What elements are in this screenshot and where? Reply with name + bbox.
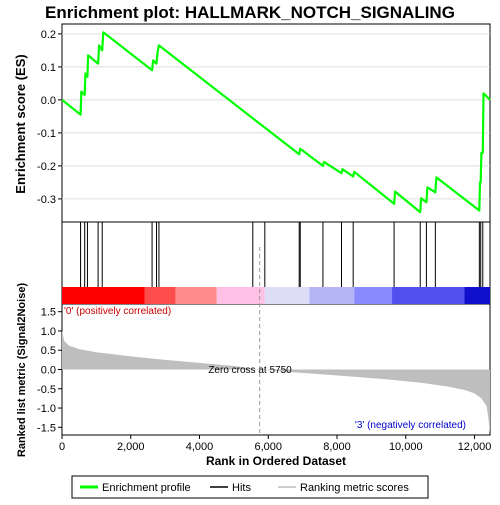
heatmap-segment [309, 287, 355, 304]
legend-box [71, 475, 429, 499]
heatmap-segment [264, 287, 310, 304]
metric-y-tick-label: 0.0 [41, 365, 56, 377]
metric-y-tick-label: 1.5 [41, 307, 56, 319]
positive-correlation-label: '0' (positively correlated) [64, 306, 171, 317]
heatmap-segment [464, 287, 490, 304]
negative-correlation-label: '3' (negatively correlated) [355, 420, 466, 431]
enrichment-profile-line [61, 31, 491, 214]
x-tick-label: 0 [59, 441, 65, 453]
es-panel-frame [61, 23, 491, 223]
x-tick-label: 12,000 [458, 441, 492, 453]
es-y-tick-label: 0.1 [41, 62, 56, 74]
heatmap-segment [175, 287, 217, 304]
x-axis-ticks: 0 2,000 4,000 6,000 8,000 10,000 12,000 [59, 435, 491, 453]
zero-cross-label: Zero cross at 5750 [208, 365, 292, 376]
x-tick-label: 8,000 [323, 441, 351, 453]
legend-hits-label: Hits [232, 482, 251, 494]
rank-heatmap-bar [62, 287, 490, 304]
x-axis-label: Rank in Ordered Dataset [206, 454, 346, 468]
legend-metric-label: Ranking metric scores [300, 482, 409, 494]
heatmap-segment [144, 287, 176, 304]
es-y-tick-label: -0.1 [37, 128, 56, 140]
x-tick-label: 4,000 [186, 441, 214, 453]
metric-y-tick-label: -1.5 [37, 422, 56, 434]
heatmap-segment [354, 287, 393, 304]
es-panel-gridlines [62, 33, 490, 200]
metric-y-tick-label: 1.0 [41, 326, 56, 338]
heatmap-segment [216, 287, 265, 304]
es-y-tick-label: -0.3 [37, 194, 56, 206]
enrichment-profile-series [61, 31, 491, 214]
metric-y-ticks: -1.5 -1.0 -0.5 0.0 0.5 1.0 1.5 [37, 307, 62, 434]
es-y-tick-label: 0.0 [41, 95, 56, 107]
es-y-tick-label: -0.2 [37, 161, 56, 173]
legend: Enrichment profile Hits Ranking metric s… [71, 475, 429, 499]
metric-y-axis-label: Ranked list metric (Signal2Noise) [16, 283, 28, 458]
heatmap-segment [392, 287, 465, 304]
heatmap-segment [62, 287, 145, 304]
es-y-tick-label: 0.2 [41, 29, 56, 41]
x-tick-label: 2,000 [117, 441, 145, 453]
es-y-ticks: -0.3 -0.2 -0.1 0.0 0.1 0.2 [37, 29, 62, 206]
legend-profile-label: Enrichment profile [102, 482, 191, 494]
metric-y-tick-label: -1.0 [37, 403, 56, 415]
chart-title: Enrichment plot: HALLMARK_NOTCH_SIGNALIN… [45, 3, 455, 22]
x-tick-label: 10,000 [389, 441, 423, 453]
es-y-axis-label: Enrichment score (ES) [13, 54, 28, 193]
hit-marks [80, 222, 484, 287]
metric-y-tick-label: 0.5 [41, 345, 56, 357]
metric-y-tick-label: -0.5 [37, 384, 56, 396]
x-tick-label: 6,000 [254, 441, 282, 453]
